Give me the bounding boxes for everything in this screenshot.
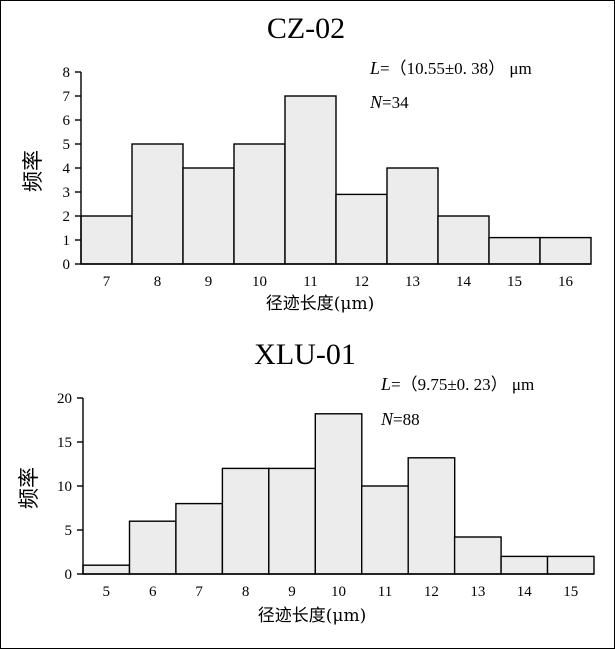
y-tick-label: 20 (57, 391, 72, 407)
y-tick-label: 3 (63, 185, 71, 201)
x-tick-label: 15 (563, 584, 578, 600)
bar-12 (407, 457, 456, 575)
x-tick-label: 7 (103, 274, 111, 290)
bar-15 (488, 236, 541, 265)
y-tick-labels: 0 1 2 3 4 5 6 7 8 (63, 65, 71, 273)
bar-9 (268, 467, 316, 575)
x-tick-labels: 5 6 7 8 9 10 11 12 13 14 15 (102, 584, 578, 600)
y-tick-label: 1 (63, 233, 71, 249)
axes (75, 71, 591, 265)
length-annotation: L=（10.55±0. 38） μm (369, 58, 532, 78)
histogram-xlu-01: XLU-01 0 5 10 15 20 5 6 7 8 9 10 11 12 13 14 15 频率 径迹长… (17, 338, 595, 626)
x-tick-label: 5 (102, 584, 110, 600)
length-value: =（10.55±0. 38） μm (380, 59, 532, 78)
x-tick-label: 13 (470, 584, 485, 600)
x-tick-label: 12 (424, 584, 439, 600)
x-tick-label: 12 (354, 274, 369, 290)
x-tick-label: 8 (154, 274, 162, 290)
x-tick-label: 16 (558, 274, 574, 290)
length-variable: L (369, 58, 380, 78)
count-variable: N (369, 92, 383, 112)
bar-15 (546, 555, 595, 575)
y-tick-label: 5 (65, 523, 73, 539)
bar-12 (335, 193, 388, 265)
x-axis-label: 径迹长度(μm) (266, 294, 374, 314)
x-axis-label: 径迹长度(μm) (258, 606, 366, 626)
y-tick-label: 5 (63, 137, 71, 153)
y-tick-label: 0 (63, 257, 71, 273)
bar-14 (500, 555, 549, 575)
bar-14 (437, 215, 490, 265)
x-tick-labels: 7 8 9 10 11 12 13 14 15 16 (103, 274, 574, 290)
bar-8 (131, 143, 184, 265)
x-tick-label: 8 (242, 584, 250, 600)
bar-8 (221, 467, 270, 575)
count-annotation: N=34 (369, 92, 409, 112)
bar-6 (128, 520, 177, 575)
length-annotation: L=（9.75±0. 23） μm (380, 374, 534, 394)
count-annotation: N=88 (380, 409, 420, 429)
chart-title: XLU-01 (254, 338, 356, 371)
x-tick-label: 9 (205, 274, 213, 290)
bar-9 (182, 167, 235, 265)
length-value: =（9.75±0. 23） μm (391, 375, 534, 394)
count-value: =88 (393, 410, 420, 429)
y-tick-label: 15 (57, 435, 72, 451)
chart-title: CZ-02 (267, 12, 345, 45)
y-axis-label: 频率 (17, 467, 41, 509)
bar-10 (233, 143, 286, 265)
count-value: =34 (382, 93, 409, 112)
y-axis-label: 频率 (21, 150, 45, 192)
bar-13 (386, 167, 439, 265)
bar-7 (175, 502, 224, 575)
x-tick-label: 10 (252, 274, 267, 290)
bar-13 (453, 536, 502, 575)
bar-7 (80, 215, 133, 265)
y-tick-label: 7 (63, 89, 71, 105)
x-tick-label: 11 (378, 584, 392, 600)
x-tick-label: 14 (456, 274, 472, 290)
bar-16 (539, 236, 592, 265)
x-tick-label: 6 (149, 584, 157, 600)
y-tick-label: 4 (63, 161, 71, 177)
bar-10 (314, 413, 363, 575)
y-tick-label: 6 (63, 113, 71, 129)
y-tick-label: 10 (57, 479, 72, 495)
bar-11 (284, 95, 337, 265)
count-variable: N (380, 409, 394, 429)
y-tick-label: 8 (63, 65, 71, 81)
bars (82, 413, 595, 575)
x-tick-label: 15 (507, 274, 522, 290)
x-tick-label: 9 (288, 584, 296, 600)
x-tick-label: 13 (405, 274, 420, 290)
x-tick-label: 7 (195, 584, 203, 600)
length-variable: L (380, 374, 391, 394)
bar-5 (82, 564, 131, 575)
x-tick-label: 14 (517, 584, 533, 600)
y-tick-labels: 0 5 10 15 20 (57, 391, 72, 583)
bar-11 (361, 485, 409, 575)
y-tick-label: 2 (63, 209, 71, 225)
axes (77, 397, 594, 575)
bars (80, 95, 592, 265)
y-tick-label: 0 (65, 567, 73, 583)
x-tick-label: 11 (303, 274, 317, 290)
x-tick-label: 10 (331, 584, 346, 600)
